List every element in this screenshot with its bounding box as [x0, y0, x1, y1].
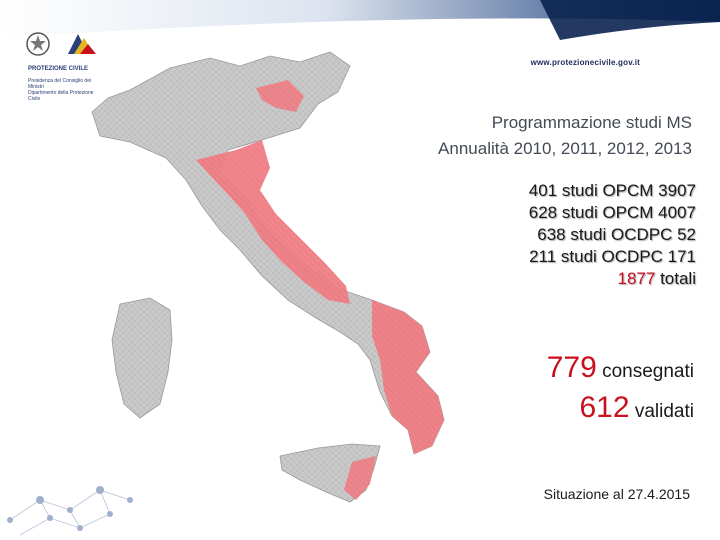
logo [22, 28, 102, 88]
totals-number: 1877 [617, 269, 656, 288]
validati-number: 612 [579, 391, 630, 424]
logo-org: PROTEZIONE CIVILE [28, 66, 89, 72]
logo-sub: Presidenza del Consiglio dei Ministri Di… [28, 78, 94, 102]
study-item: 638 studi OCDPC 52 [537, 225, 696, 244]
highlight-sicily [344, 456, 376, 500]
validati-line: 612 validati [547, 390, 695, 430]
totals-line: 1877 totali [529, 268, 696, 290]
website-link[interactable]: www.protezionecivile.gov.it [530, 58, 640, 67]
study-item: 628 studi OPCM 4007 [528, 203, 696, 222]
highlight-north [256, 80, 304, 112]
header-banner [0, 0, 720, 40]
title-line2: Annualità 2010, 2011, 2012, 2013 [438, 139, 692, 158]
situation-date: Situazione al 27.4.2015 [543, 486, 690, 502]
title-block: Programmazione studi MS Annualità 2010, … [438, 110, 692, 162]
logo-text: PROTEZIONE CIVILE Presidenza del Consigl… [28, 60, 98, 102]
network-decoration [7, 486, 133, 536]
highlight-south [372, 300, 444, 454]
validati-label: validati [634, 401, 694, 422]
emblem-icon [26, 32, 96, 56]
consegnati-line: 779 consegnati [547, 350, 694, 390]
consegnati-label: consegnati [602, 361, 694, 382]
studies-list: 401 studi OPCM 3907 628 studi OPCM 4007 … [529, 180, 696, 290]
sardinia-region [111, 297, 173, 419]
title-line1: Programmazione studi MS [491, 113, 692, 132]
delivered-block: 779 consegnati 612 validati [547, 350, 694, 430]
study-item: 401 studi OPCM 3907 [528, 181, 696, 200]
study-item: 211 studi OCDPC 171 [529, 247, 696, 266]
consegnati-number: 779 [546, 351, 597, 384]
highlight-central [196, 140, 350, 304]
italy-map [91, 51, 445, 503]
totals-label: totali [660, 269, 696, 288]
